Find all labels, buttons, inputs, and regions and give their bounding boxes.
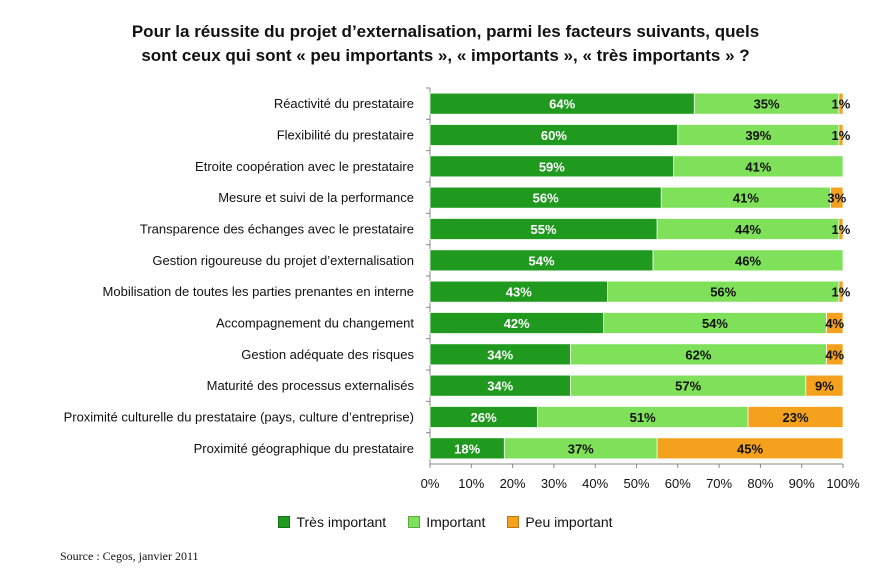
data-label: 1%	[832, 128, 851, 143]
category-label: Mesure et suivi de la performance	[218, 190, 414, 205]
x-tick-label: 40%	[582, 476, 608, 491]
data-label: 37%	[568, 441, 594, 456]
data-label: 41%	[733, 191, 759, 206]
data-label: 4%	[825, 347, 844, 362]
data-label: 9%	[815, 379, 834, 394]
bar-segment	[652, 249, 844, 272]
bar-segment	[838, 124, 844, 146]
bar-segment	[826, 343, 844, 366]
data-label: 59%	[539, 159, 565, 174]
data-label: 43%	[506, 285, 532, 300]
category-label: Proximité géographique du prestataire	[194, 441, 414, 456]
category-label: Flexibilité du prestataire	[277, 128, 414, 143]
data-label: 44%	[735, 222, 761, 237]
bar-segment	[826, 312, 844, 334]
x-tick-label: 90%	[789, 476, 815, 491]
legend-label: Peu important	[525, 514, 613, 530]
data-label: 1%	[832, 222, 851, 237]
data-label: 64%	[549, 97, 575, 112]
legend-label: Très important	[296, 514, 387, 530]
legend-label: Important	[426, 514, 486, 530]
x-tick-label: 80%	[747, 476, 773, 491]
data-label: 1%	[832, 97, 851, 112]
bar-segment	[830, 186, 844, 209]
data-label: 23%	[782, 410, 808, 425]
data-label: 3%	[827, 191, 846, 206]
bar-segment	[838, 92, 844, 115]
legend-swatch	[278, 516, 291, 528]
data-label: 55%	[531, 222, 557, 237]
bar-segment	[838, 218, 844, 240]
data-label: 54%	[702, 316, 728, 331]
data-label: 4%	[825, 316, 844, 331]
category-label: Réactivité du prestataire	[274, 96, 414, 111]
bar-segment	[805, 374, 844, 397]
category-label: Etroite coopération avec le prestataire	[195, 159, 414, 174]
source-note: Source : Cegos, janvier 2011	[60, 549, 199, 563]
data-label: 35%	[754, 97, 780, 112]
data-label: 62%	[685, 347, 711, 362]
data-label: 34%	[487, 379, 513, 394]
chart-title-line-1: Pour la réussite du projet d’externalisa…	[131, 22, 760, 41]
chart-title-line-2: sont ceux qui sont « peu importants », «…	[141, 46, 750, 65]
data-label: 57%	[675, 379, 701, 394]
x-tick-label: 20%	[500, 476, 526, 491]
data-label: 56%	[710, 285, 736, 300]
data-label: 1%	[832, 285, 851, 300]
bar-segment	[673, 155, 844, 178]
data-label: 18%	[454, 441, 480, 456]
data-label: 51%	[630, 410, 656, 425]
legend-item: Peu important	[507, 514, 613, 530]
data-label: 41%	[745, 159, 771, 174]
bar-segment	[838, 280, 844, 303]
legend-item: Important	[408, 514, 485, 530]
x-tick-label: 0%	[421, 476, 440, 491]
x-tick-label: 30%	[541, 476, 567, 491]
x-tick-label: 60%	[665, 476, 691, 491]
x-tick-label: 50%	[623, 476, 649, 491]
category-label: Gestion adéquate des risques	[241, 347, 414, 362]
data-label: 60%	[541, 128, 567, 143]
legend: Très important Important Peu important	[0, 514, 891, 530]
category-label: Accompagnement du changement	[216, 316, 414, 331]
x-tick-label: 100%	[826, 476, 860, 491]
data-label: 26%	[471, 410, 497, 425]
chart-title: Pour la réussite du projet d’externalisa…	[0, 20, 891, 68]
category-label: Gestion rigoureuse du projet d’externali…	[152, 253, 414, 268]
data-label: 46%	[735, 253, 761, 268]
data-label: 56%	[533, 191, 559, 206]
x-tick-label: 10%	[458, 476, 484, 491]
legend-swatch	[408, 516, 421, 528]
data-label: 42%	[504, 316, 530, 331]
bar-segment	[747, 406, 844, 428]
data-label: 34%	[487, 347, 513, 362]
data-label: 39%	[745, 128, 771, 143]
bar-segment	[656, 437, 844, 460]
category-label: Mobilisation de toutes les parties prena…	[103, 284, 414, 299]
data-label: 54%	[528, 253, 554, 268]
category-label: Transparence des échanges avec le presta…	[140, 222, 414, 237]
category-label: Proximité culturelle du prestataire (pay…	[64, 410, 414, 425]
legend-swatch	[507, 516, 520, 528]
x-tick-label: 70%	[706, 476, 732, 491]
category-label: Maturité des processus externalisés	[207, 378, 415, 393]
legend-item: Très important	[278, 514, 386, 530]
data-label: 45%	[737, 441, 763, 456]
